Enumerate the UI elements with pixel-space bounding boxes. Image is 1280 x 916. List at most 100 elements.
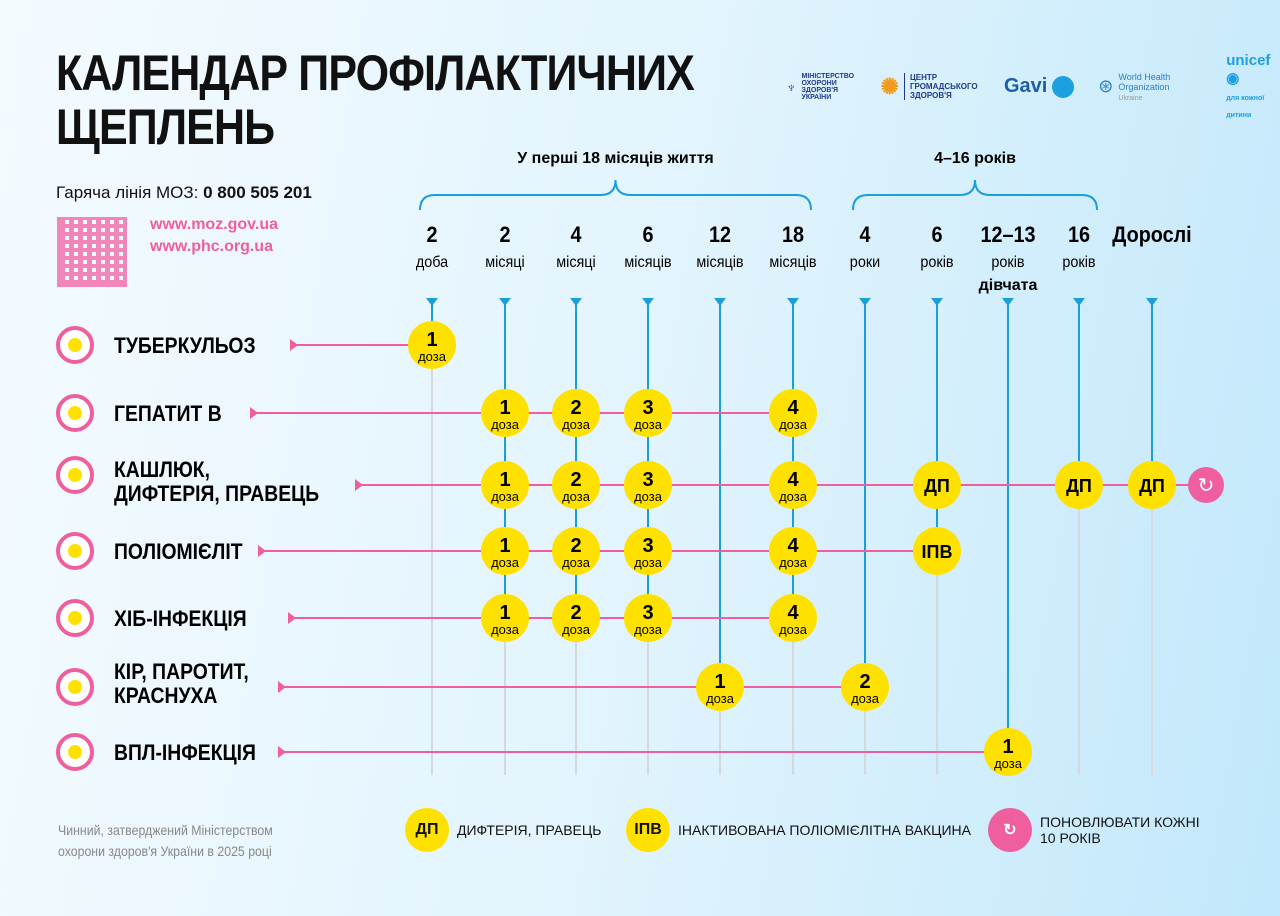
- column-unit: років: [920, 253, 953, 271]
- row-arrow: [355, 479, 363, 491]
- renew-icon: [1188, 467, 1224, 503]
- disease-icon-core: [68, 544, 82, 558]
- row-arrow: [250, 407, 258, 419]
- column-arrow: [1146, 298, 1158, 306]
- dose-label: 3: [642, 602, 653, 624]
- dose-label: 2: [570, 602, 581, 624]
- dose-label: 4: [787, 535, 799, 557]
- column-unit: років: [1062, 253, 1095, 271]
- dose-circle: [769, 527, 817, 575]
- hotline: Гаряча лінія МОЗ: 0 800 505 201: [56, 183, 312, 202]
- column-arrow: [426, 298, 438, 306]
- dose-word: доза: [562, 555, 591, 570]
- dose-circle: [769, 461, 817, 509]
- column-age: 6: [642, 223, 653, 247]
- column-age: 2: [426, 223, 437, 247]
- link-moz[interactable]: www.moz.gov.ua: [150, 216, 279, 233]
- dose-label: 2: [570, 535, 581, 557]
- disease-icon-core: [68, 611, 82, 625]
- dose-word: доза: [562, 417, 591, 432]
- disease-name: КІР, ПАРОТИТ,: [114, 660, 249, 684]
- dose-circle: [769, 594, 817, 642]
- dose-word: доза: [491, 417, 520, 432]
- renew-icon: ↻: [988, 808, 1032, 852]
- dose-label: 1: [499, 469, 510, 491]
- column-age: 2: [499, 223, 510, 247]
- dose-word: доза: [491, 489, 520, 504]
- column-unit: доба: [416, 253, 449, 271]
- column-arrow: [931, 298, 943, 306]
- dose-label: ДП: [924, 476, 950, 496]
- dose-word: доза: [562, 489, 591, 504]
- dose-label: 1: [714, 671, 725, 693]
- dose-label: 2: [570, 397, 581, 419]
- dose-word: доза: [851, 691, 880, 706]
- column-age: 12–13: [980, 223, 1035, 247]
- disease-icon-core: [68, 406, 82, 420]
- column-arrow: [859, 298, 871, 306]
- group-brace: [419, 179, 812, 211]
- disease-icon-core: [68, 745, 82, 759]
- dose-label: 1: [499, 397, 510, 419]
- group-label: У перші 18 місяців життя: [517, 150, 713, 167]
- column-unit: місяців: [696, 253, 743, 271]
- dose-circle: [552, 461, 600, 509]
- page-title: КАЛЕНДАР ПРОФІЛАКТИЧНИХ ЩЕПЛЕНЬ: [56, 45, 695, 155]
- group-label: 4–16 років: [934, 150, 1016, 167]
- dose-circle: [481, 527, 529, 575]
- dose-word: доза: [634, 489, 663, 504]
- dose-circle: [624, 461, 672, 509]
- column-unit: років: [991, 253, 1024, 271]
- dose-circle: [481, 461, 529, 509]
- dose-word: доза: [779, 417, 808, 432]
- legend-ipv: ІПВ ІНАКТИВОВАНА ПОЛІОМІЄЛІТНА ВАКЦИНА: [626, 808, 971, 852]
- link-phc[interactable]: www.phc.org.ua: [150, 238, 273, 255]
- dose-label: ІПВ: [922, 542, 953, 562]
- dose-label: 1: [499, 602, 510, 624]
- group-brace: [852, 179, 1098, 211]
- column-unit: роки: [850, 253, 880, 271]
- dose-circle: [696, 663, 744, 711]
- dose-word: доза: [562, 622, 591, 637]
- dose-circle: [624, 527, 672, 575]
- dose-word: доза: [634, 622, 663, 637]
- renew-glyph: ↻: [1198, 475, 1215, 497]
- dose-word: доза: [994, 756, 1023, 771]
- column-arrow: [1002, 298, 1014, 306]
- disease-name: ТУБЕРКУЛЬОЗ: [114, 334, 256, 358]
- dose-circle: [481, 594, 529, 642]
- dose-label: 4: [787, 602, 799, 624]
- dose-label: 2: [859, 671, 870, 693]
- dose-word: доза: [491, 622, 520, 637]
- column-arrow: [570, 298, 582, 306]
- disease-icon-core: [68, 680, 82, 694]
- dose-circle: [1128, 461, 1176, 509]
- dose-circle: [408, 321, 456, 369]
- dose-word: доза: [634, 555, 663, 570]
- column-unit: місяці: [485, 253, 525, 271]
- dose-word: доза: [634, 417, 663, 432]
- column-extra: дівчата: [979, 277, 1038, 294]
- dose-circle: [913, 461, 961, 509]
- qr-code: [57, 217, 127, 287]
- column-arrow: [714, 298, 726, 306]
- dose-circle: [552, 389, 600, 437]
- dose-label: 1: [1002, 736, 1013, 758]
- dose-circle: [984, 728, 1032, 776]
- dose-label: 3: [642, 397, 653, 419]
- column-arrow: [787, 298, 799, 306]
- dose-circle: [624, 594, 672, 642]
- disease-name: ДИФТЕРІЯ, ПРАВЕЦЬ: [114, 482, 319, 506]
- column-age: 12: [709, 223, 731, 247]
- column-age: 4: [570, 223, 581, 247]
- logo-gavi: Gavi: [1004, 75, 1075, 98]
- column-age: 6: [931, 223, 942, 247]
- dose-circle: [552, 594, 600, 642]
- dose-label: 3: [642, 469, 653, 491]
- dose-word: доза: [779, 489, 808, 504]
- column-age: 16: [1068, 223, 1090, 247]
- column-arrow: [1073, 298, 1085, 306]
- column-age: Дорослі: [1112, 223, 1191, 247]
- legend-renew: ↻ ПОНОВЛЮВАТИ КОЖНІ 10 РОКІВ: [988, 808, 1210, 852]
